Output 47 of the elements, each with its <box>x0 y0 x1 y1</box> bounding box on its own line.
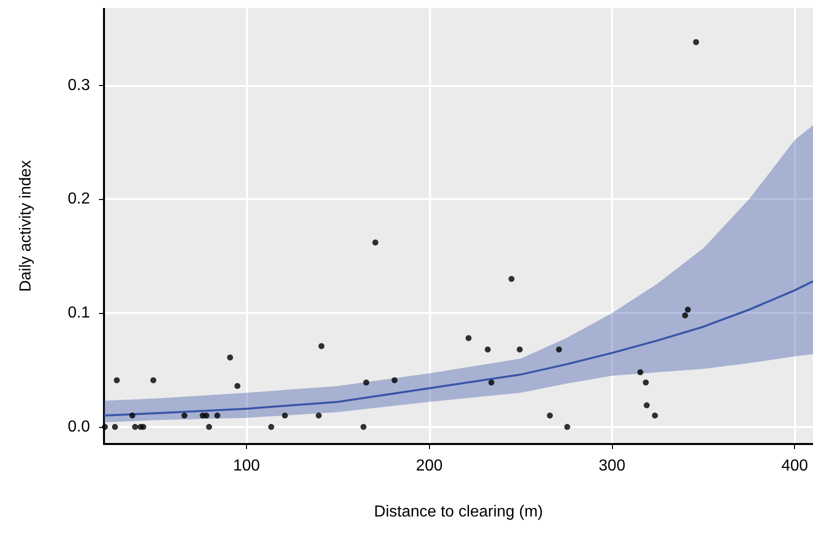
point <box>112 424 118 430</box>
point <box>150 377 156 384</box>
x-tick-label: 400 <box>781 458 808 474</box>
x-axis-title: Distance to clearing (m) <box>374 504 543 520</box>
point <box>316 412 322 419</box>
point <box>484 346 491 353</box>
x-tick-label: 100 <box>233 458 260 474</box>
point <box>652 412 658 419</box>
point <box>102 424 108 430</box>
point <box>644 402 650 408</box>
point <box>181 412 188 419</box>
point <box>392 377 398 384</box>
point <box>693 39 700 46</box>
point <box>140 424 146 430</box>
point <box>206 424 212 430</box>
point <box>488 380 494 386</box>
point <box>508 276 514 282</box>
point <box>564 424 570 430</box>
point <box>268 424 274 430</box>
point <box>227 354 234 360</box>
y-tick-label: 0.2 <box>68 190 90 208</box>
point <box>129 412 136 419</box>
point <box>556 346 562 353</box>
y-tick-label: 0.3 <box>68 76 90 94</box>
point <box>642 380 649 386</box>
point <box>516 346 523 353</box>
x-tick-label: 300 <box>598 458 626 474</box>
x-tick-label: 200 <box>416 458 443 474</box>
point <box>546 412 553 419</box>
point <box>114 377 120 384</box>
point <box>203 412 210 419</box>
y-tick-label: 0.0 <box>68 418 90 436</box>
y-axis-title: Daily activity index <box>18 160 34 292</box>
point <box>132 424 138 430</box>
point <box>682 312 688 318</box>
line-series <box>103 280 813 417</box>
point <box>363 380 370 386</box>
point <box>684 306 691 313</box>
point <box>214 412 220 419</box>
point <box>234 382 240 389</box>
point <box>372 240 378 246</box>
point <box>466 335 472 342</box>
point <box>637 369 644 376</box>
point <box>318 343 324 350</box>
point <box>360 424 366 430</box>
point <box>282 412 288 419</box>
y-tick-label: 0.1 <box>68 304 90 322</box>
